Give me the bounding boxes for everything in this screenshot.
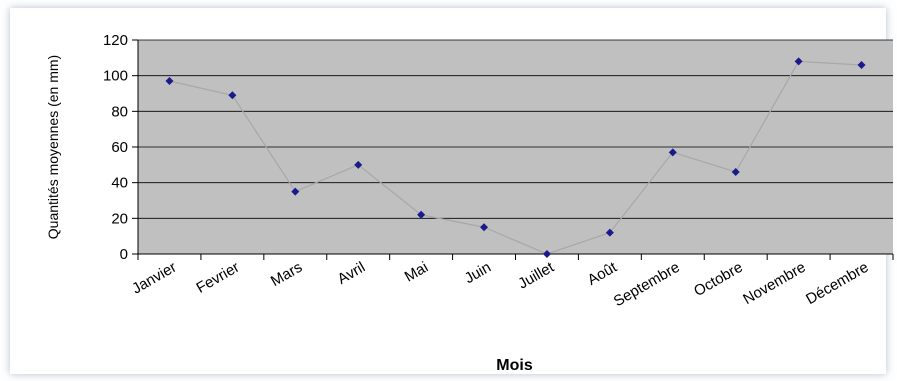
- x-tick-label: Août: [585, 258, 621, 289]
- y-tick-label: 80: [111, 103, 128, 120]
- x-tick-label: Octobre: [691, 259, 746, 300]
- x-tick-label: Novembre: [740, 259, 808, 308]
- data-point: [857, 60, 866, 69]
- data-point: [605, 228, 614, 237]
- x-axis-label: Mois: [496, 357, 533, 374]
- x-tick-label: Janvier: [129, 259, 179, 298]
- y-tick-label: 20: [111, 210, 128, 227]
- data-point: [542, 250, 551, 258]
- series-line: [169, 60, 862, 255]
- data-point: [668, 148, 677, 157]
- y-axis-label: Quantités moyennes (en mm): [45, 55, 61, 239]
- data-point: [291, 187, 300, 196]
- x-tick-label: Mai: [402, 259, 431, 286]
- data-point: [480, 223, 489, 232]
- data-point: [731, 167, 740, 176]
- y-tick-label: 40: [111, 175, 128, 192]
- x-tick-label: Avril: [335, 259, 369, 288]
- data-point: [228, 91, 237, 100]
- y-tick-label: 100: [103, 68, 128, 85]
- x-tick-label: Juillet: [515, 258, 557, 292]
- data-point: [794, 57, 803, 66]
- x-tick-label: Décembre: [803, 259, 871, 308]
- y-axis-ticks: 0 20 40 60 80 100 120: [103, 32, 138, 263]
- data-point: [165, 77, 174, 86]
- data-point: [417, 210, 426, 219]
- x-tick-label: Septembre: [611, 259, 683, 310]
- x-tick-label: Fevrier: [193, 259, 242, 297]
- y-tick-label: 120: [103, 32, 128, 49]
- gridlines: [138, 39, 893, 219]
- y-tick-label: 60: [111, 139, 128, 156]
- x-tick-label: Mars: [268, 259, 305, 290]
- y-tick-label: 0: [120, 246, 128, 263]
- x-axis-ticks: Janvier Fevrier Mars Avril Mai Juin Juillet Aoû…: [129, 254, 894, 310]
- data-point: [354, 160, 363, 169]
- x-tick-label: Juin: [462, 259, 494, 287]
- data-markers: [165, 57, 866, 258]
